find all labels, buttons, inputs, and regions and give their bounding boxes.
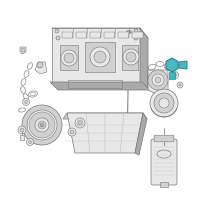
Circle shape — [21, 48, 25, 52]
Polygon shape — [104, 32, 115, 38]
Circle shape — [68, 128, 76, 136]
Circle shape — [172, 72, 179, 78]
Circle shape — [78, 121, 82, 124]
Polygon shape — [135, 113, 147, 155]
Circle shape — [154, 93, 174, 113]
Bar — [20, 135, 24, 140]
Circle shape — [22, 105, 62, 145]
Circle shape — [61, 50, 77, 66]
Circle shape — [134, 36, 138, 40]
Polygon shape — [148, 70, 168, 95]
Circle shape — [24, 100, 28, 104]
Circle shape — [56, 36, 60, 40]
Bar — [160, 182, 168, 187]
Circle shape — [159, 98, 169, 108]
Polygon shape — [85, 42, 115, 72]
Polygon shape — [63, 113, 147, 119]
Polygon shape — [132, 32, 143, 38]
Polygon shape — [140, 28, 148, 90]
Polygon shape — [122, 45, 138, 70]
Circle shape — [150, 89, 178, 117]
Circle shape — [174, 73, 177, 76]
Polygon shape — [50, 82, 150, 90]
Polygon shape — [52, 28, 140, 82]
Polygon shape — [76, 32, 87, 38]
Polygon shape — [67, 113, 143, 153]
Polygon shape — [118, 32, 129, 38]
Polygon shape — [166, 58, 178, 72]
Polygon shape — [90, 32, 101, 38]
Circle shape — [20, 128, 24, 132]
Circle shape — [64, 53, 74, 63]
Polygon shape — [169, 72, 175, 79]
Circle shape — [29, 140, 32, 144]
Circle shape — [18, 126, 26, 134]
Circle shape — [35, 118, 49, 132]
Circle shape — [27, 110, 57, 140]
Circle shape — [40, 123, 44, 127]
Polygon shape — [62, 32, 73, 38]
Circle shape — [134, 29, 138, 33]
Circle shape — [55, 29, 59, 33]
Circle shape — [38, 121, 46, 129]
Ellipse shape — [127, 30, 132, 33]
Circle shape — [37, 62, 43, 68]
Polygon shape — [179, 61, 187, 69]
Circle shape — [126, 52, 136, 62]
Circle shape — [70, 130, 74, 134]
FancyBboxPatch shape — [154, 135, 174, 142]
Polygon shape — [20, 47, 26, 54]
Circle shape — [177, 82, 183, 88]
Polygon shape — [60, 45, 78, 70]
Circle shape — [22, 98, 30, 106]
Circle shape — [90, 47, 110, 67]
Circle shape — [123, 49, 139, 65]
Circle shape — [29, 112, 55, 138]
Circle shape — [152, 74, 164, 86]
Polygon shape — [52, 28, 148, 38]
Circle shape — [26, 138, 34, 146]
Circle shape — [155, 77, 161, 83]
Circle shape — [148, 70, 168, 90]
Polygon shape — [35, 62, 47, 74]
Circle shape — [94, 51, 106, 63]
Circle shape — [75, 118, 85, 128]
Circle shape — [179, 84, 181, 86]
FancyBboxPatch shape — [151, 139, 177, 185]
